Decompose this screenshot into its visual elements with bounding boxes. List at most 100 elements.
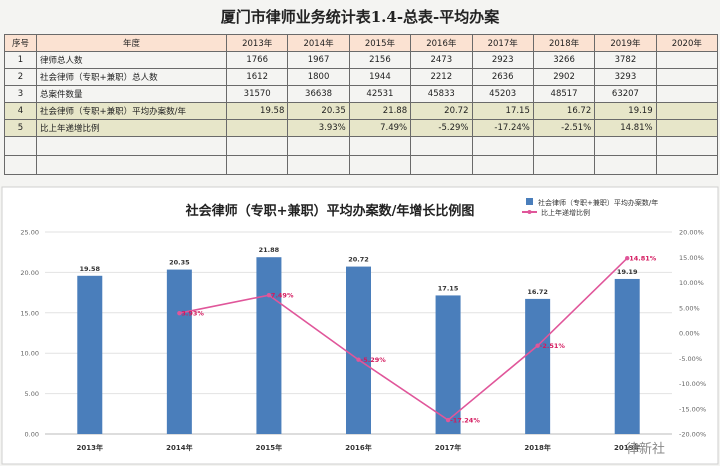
- growth-point: [625, 256, 630, 261]
- table-row: 5 比上年递增比例 3.93% 7.49% -5.29% -17.24% -2.…: [4, 119, 719, 137]
- table-cell: [225, 119, 289, 137]
- table-cell: 19.19: [594, 102, 657, 120]
- bar: [435, 295, 461, 434]
- growth-point: [535, 343, 540, 348]
- header-cell: 2020年: [655, 34, 719, 52]
- header-cell: 序号: [4, 34, 37, 52]
- table-cell: [655, 119, 719, 137]
- growth-value-label: -2.51%: [540, 342, 566, 350]
- watermark: 律新社: [626, 442, 666, 457]
- y-tick-label: 5.00: [25, 390, 39, 398]
- growth-point: [445, 417, 451, 423]
- bar-value-label: 20.72: [348, 256, 369, 264]
- table-cell: 7.49%: [348, 119, 412, 137]
- y2-tick-label: 5.00%: [679, 304, 700, 312]
- header-cell: 2019年: [594, 34, 657, 52]
- table-cell: 48517: [532, 85, 596, 103]
- y-tick-label: 10.00: [20, 350, 39, 358]
- table-row: 1 律师总人数 1766 1967 2156 2473 2923 3266 37…: [4, 51, 719, 69]
- row-number: 1: [4, 51, 37, 69]
- bar: [525, 298, 551, 434]
- table-cell: 1967: [287, 51, 350, 69]
- y2-tick-label: 10.00%: [679, 279, 704, 287]
- table-cell: 1944: [348, 68, 412, 86]
- table-cell: 3782: [594, 51, 657, 69]
- table-cell: [655, 102, 719, 120]
- growth-value-label: -5.29%: [361, 356, 387, 364]
- table-cell: 1766: [225, 51, 289, 69]
- x-tick-label: 2017年: [435, 443, 461, 452]
- growth-point: [266, 292, 272, 298]
- header-cell: 2018年: [532, 34, 596, 52]
- statistics-table: 序号 年度 2013年 2014年 2015年 2016年 2017年 2018…: [4, 34, 719, 175]
- table-cell: -5.29%: [410, 119, 473, 137]
- table-cell: 3293: [594, 68, 657, 86]
- chart-title: 社会律师（专职+兼职）平均办案数/年增长比例图: [185, 203, 475, 219]
- bar: [77, 275, 103, 434]
- y2-tick-label: -20.00%: [679, 431, 706, 439]
- row-label: 律师总人数: [36, 51, 227, 69]
- bar-value-label: 17.15: [438, 284, 459, 292]
- bar: [256, 257, 282, 434]
- table-cell: 2902: [532, 68, 596, 86]
- bar: [346, 266, 371, 434]
- table-row: [4, 155, 719, 175]
- growth-value-label: 3.93%: [181, 310, 204, 318]
- table-cell: 2636: [471, 68, 534, 86]
- table-cell: 42531: [348, 85, 412, 103]
- x-tick-label: 2015年: [256, 443, 282, 452]
- table-row: [4, 136, 719, 156]
- row-number: 2: [4, 68, 37, 86]
- growth-line: [179, 257, 628, 422]
- legend-line-label: 比上年递增比例: [541, 208, 590, 217]
- header-cell: 2016年: [410, 34, 473, 52]
- table-cell: 21.88: [348, 102, 412, 120]
- table-cell: 16.72: [532, 102, 596, 120]
- table-cell: 1612: [225, 68, 289, 86]
- table-cell: 45203: [471, 85, 534, 103]
- table-cell: 20.72: [410, 102, 473, 120]
- x-tick-label: 2013年: [77, 443, 103, 452]
- table-cell: -2.51%: [532, 119, 596, 137]
- bar-value-label: 20.35: [169, 259, 190, 267]
- row-label: 比上年递增比例: [36, 119, 227, 137]
- row-label: 社会律师（专职+兼职）总人数: [36, 68, 227, 86]
- row-number: 4: [4, 102, 37, 120]
- growth-value-label: 14.81%: [629, 255, 657, 263]
- y-tick-label: 0.00: [25, 431, 39, 439]
- table-header-row: 序号 年度 2013年 2014年 2015年 2016年 2017年 2018…: [4, 34, 719, 52]
- table-cell: 36638: [287, 85, 350, 103]
- bar-value-label: 16.72: [527, 288, 548, 296]
- growth-chart: 社会律师（专职+兼职）平均办案数/年增长比例图 社会律师（专职+兼职）平均办案数…: [1, 186, 719, 465]
- x-tick-label: 2014年: [166, 443, 192, 452]
- y-tick-label: 15.00: [20, 309, 39, 317]
- row-label: 总案件数量: [36, 85, 227, 103]
- header-cell: 2017年: [471, 34, 534, 52]
- table-cell: 19.58: [225, 102, 289, 120]
- y2-tick-label: -10.00%: [679, 380, 706, 388]
- y-tick-label: 20.00: [20, 269, 39, 277]
- header-cell: 年度: [36, 34, 227, 52]
- table-row: 3 总案件数量 31570 36638 42531 45833 45203 48…: [4, 85, 719, 103]
- header-cell: 2014年: [287, 34, 350, 52]
- y-tick-label: 25.00: [20, 229, 39, 237]
- table-cell: 20.35: [287, 102, 350, 120]
- x-tick-label: 2019年: [614, 443, 640, 452]
- bar-value-label: 19.58: [80, 265, 101, 273]
- table-row: 2 社会律师（专职+兼职）总人数 1612 1800 1944 2212 263…: [4, 68, 719, 86]
- table-cell: 2156: [348, 51, 412, 69]
- table-cell: 2923: [471, 51, 534, 69]
- growth-point: [356, 357, 361, 362]
- row-number: 5: [4, 119, 37, 137]
- header-cell: 2013年: [225, 34, 289, 52]
- row-number: 3: [4, 85, 37, 103]
- table-cell: 14.81%: [594, 119, 657, 137]
- x-tick-label: 2016年: [345, 443, 371, 452]
- table-cell: [655, 85, 719, 103]
- table-cell: [655, 68, 719, 86]
- table-cell: 2212: [410, 68, 473, 86]
- table-cell: -17.24%: [471, 119, 534, 137]
- table-cell: 3.93%: [287, 119, 350, 137]
- y2-tick-label: 0.00%: [679, 330, 700, 338]
- legend-bar-label: 社会律师（专职+兼职）平均办案数/年: [538, 198, 658, 207]
